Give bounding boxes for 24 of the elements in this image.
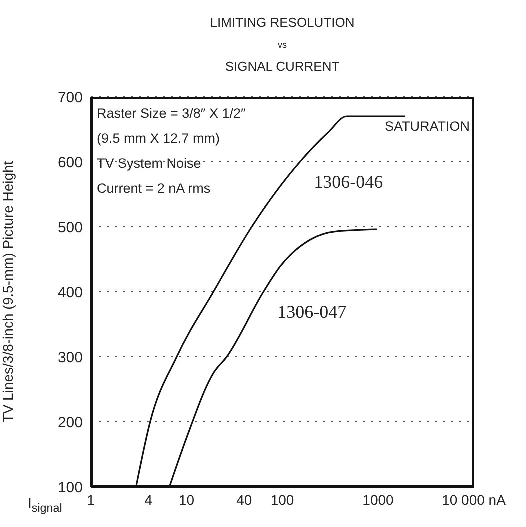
y-tick-label: 100 <box>58 479 83 496</box>
x-axis-title: I$_{signal}$ <box>28 495 62 515</box>
annotation: Current = 2 nA rms <box>97 180 212 198</box>
y-tick-label: 700 <box>58 89 83 106</box>
annotation: (9.5 mm X 12.7 mm) <box>97 130 222 148</box>
y-tick-label: 300 <box>58 349 83 366</box>
x-tick-label: 10 <box>178 492 195 508</box>
series-label: 1306-047 <box>278 302 347 322</box>
x-tick-label: 4 <box>144 492 153 508</box>
x-tick-label: 1 <box>87 492 96 508</box>
y-axis-title: TV Lines/3/8-inch (9.5-mm) Picture Height <box>0 161 16 423</box>
chart-title: LIMITING RESOLUTION vs SIGNAL CURRENT <box>209 14 356 76</box>
x-tick-label: 100 <box>270 492 294 508</box>
x-tick-label: 1000 <box>362 492 394 508</box>
annotation: TV System Noise <box>97 155 202 173</box>
annotation: SATURATION <box>384 119 470 134</box>
y-tick-label: 600 <box>58 154 83 172</box>
y-tick-label: 500 <box>58 219 83 236</box>
y-tick-label: 400 <box>58 284 83 302</box>
x-tick-label: 40 <box>236 492 252 508</box>
x-tick-label: 10 000 nA <box>442 492 507 508</box>
series-label: 1306-046 <box>314 172 384 192</box>
annotation: Raster Size = 3/8″ X 1/2″ <box>97 105 246 123</box>
y-tick-label: 200 <box>58 414 83 432</box>
